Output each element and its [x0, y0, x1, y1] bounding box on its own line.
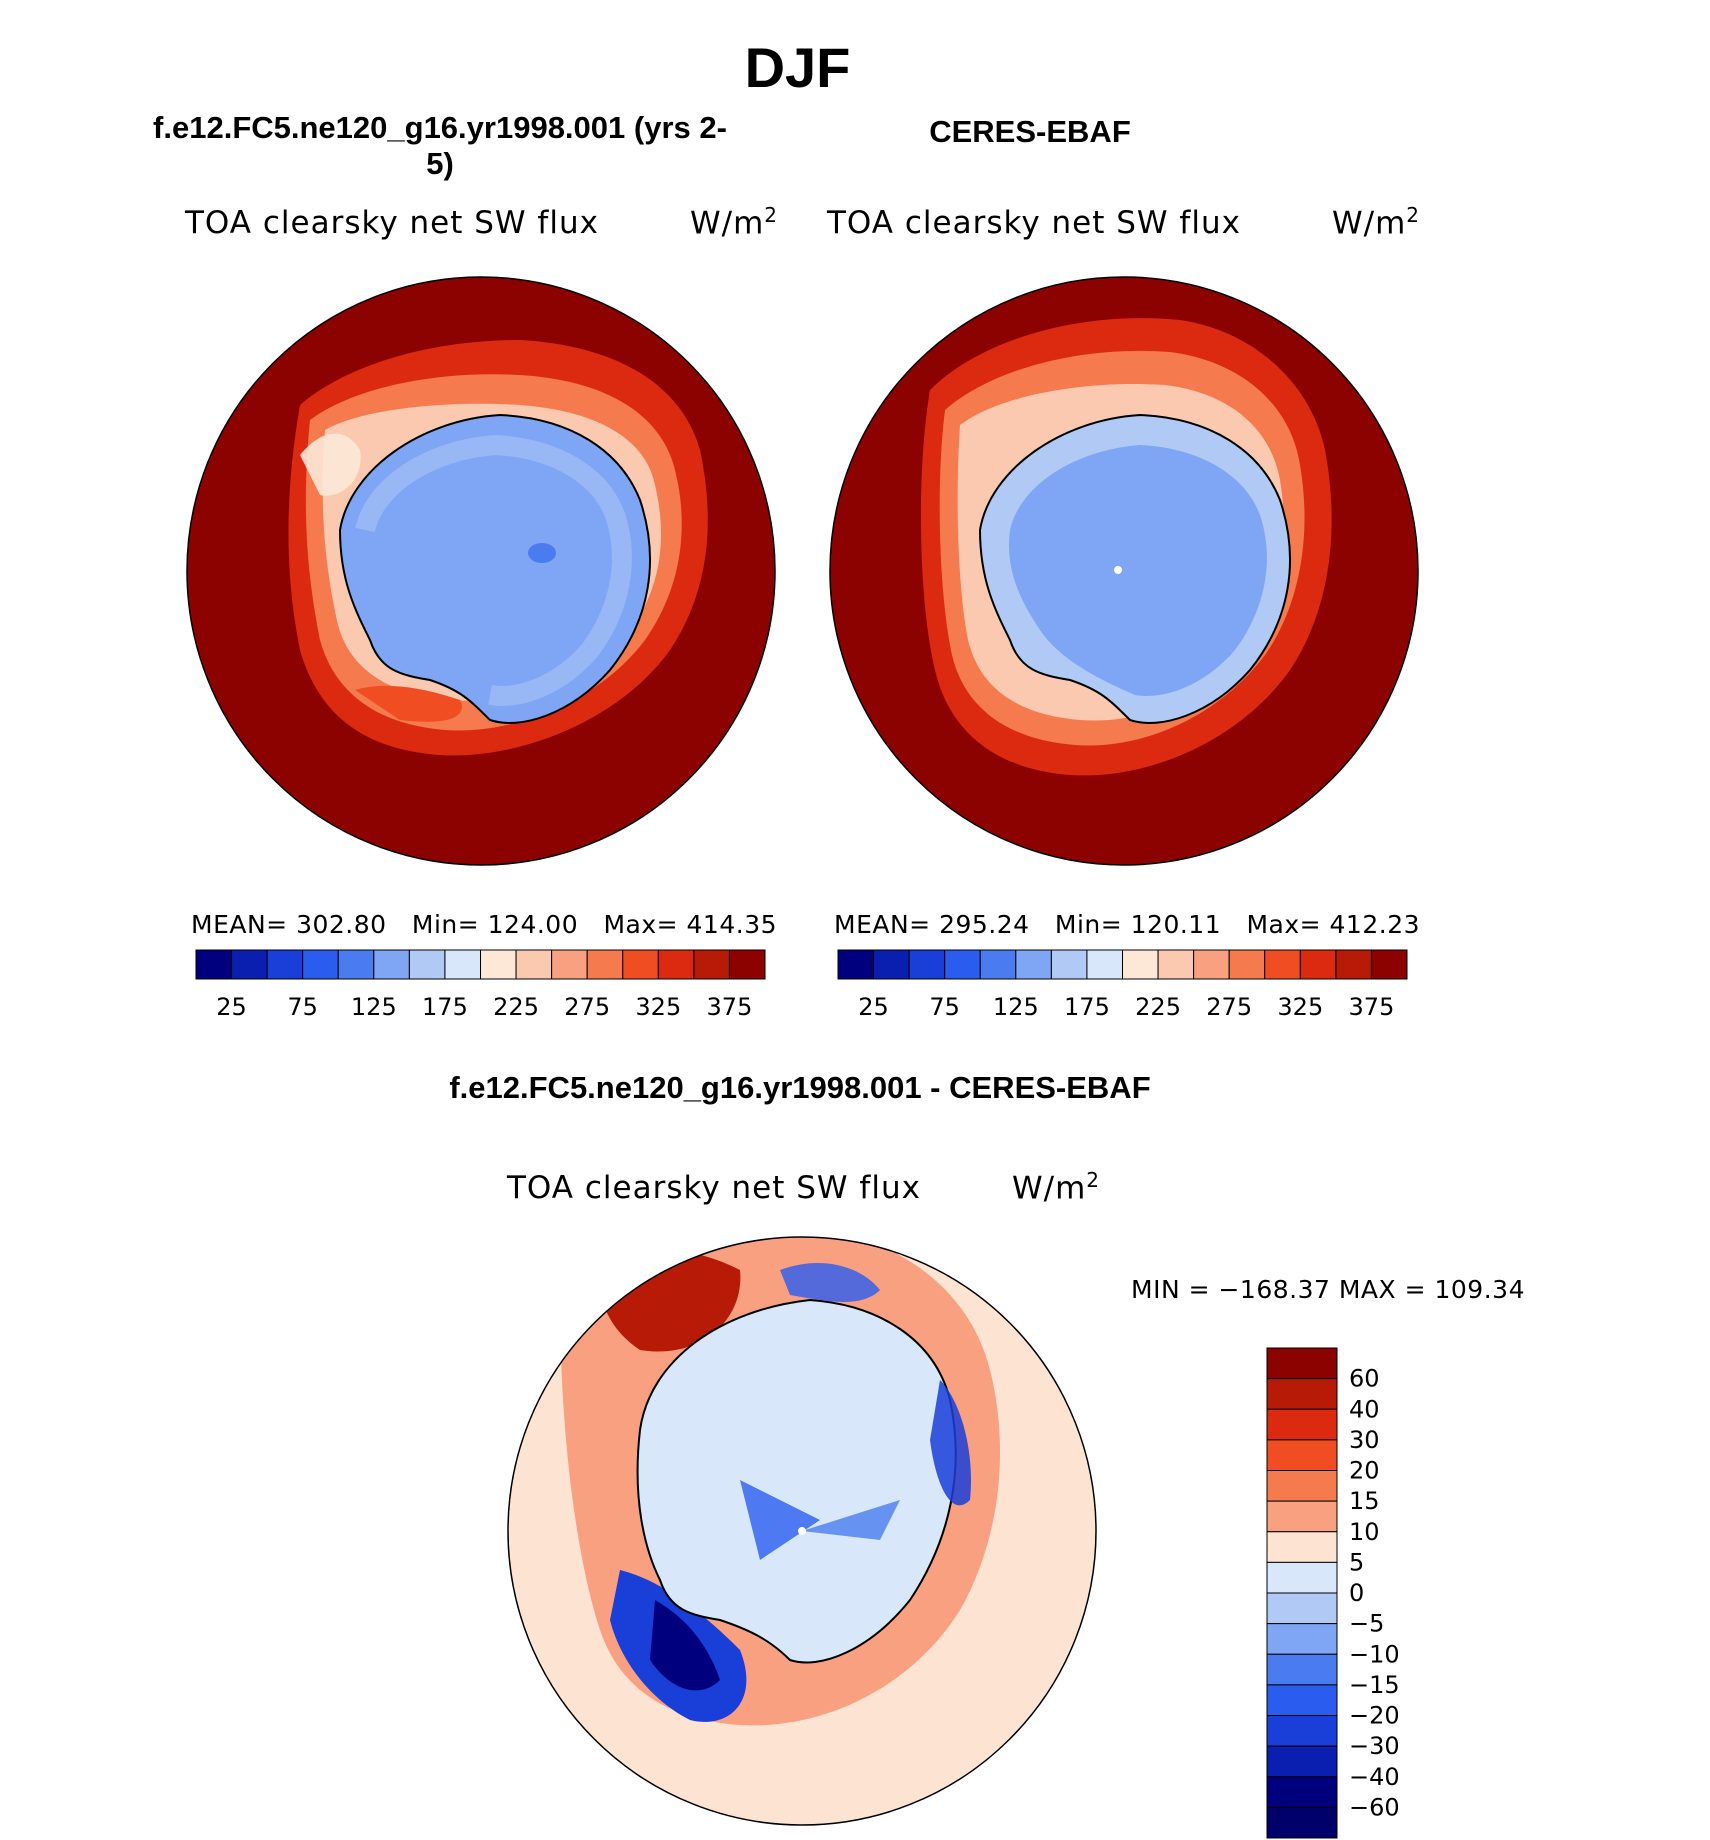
colorbar-swatch [1122, 949, 1159, 980]
colorbar-tick-label: 25 [858, 993, 889, 1021]
colorbar-tick-label: 60 [1349, 1365, 1380, 1393]
panel-2-stats: MEAN= 295.24 Min= 120.11 Max= 412.23 [834, 910, 1421, 939]
colorbar-swatch [1266, 1500, 1338, 1533]
colorbar-swatch [1015, 949, 1052, 980]
colorbar-swatch [1228, 949, 1266, 980]
colorbar-swatch [837, 949, 875, 980]
colorbar-tick-label: 375 [707, 993, 753, 1021]
colorbar-swatch [408, 949, 446, 980]
colorbar-swatch [1266, 1408, 1338, 1441]
colorbar-tick-label: 275 [564, 993, 610, 1021]
panel-1-colorbar: 25 75 125 175 225 275 325 375 [195, 949, 766, 1021]
diff-panel-title: f.e12.FC5.ne120_g16.yr1998.001 - CERES-E… [449, 1070, 1151, 1105]
colorbar-swatch [337, 949, 375, 980]
colorbar-swatch [1266, 1745, 1338, 1778]
colorbar-swatch [302, 949, 339, 980]
colorbar-swatch [979, 949, 1017, 980]
colorbar-tick-label: 30 [1349, 1426, 1380, 1454]
colorbar-swatch [1299, 949, 1337, 980]
colorbar-swatch [908, 949, 946, 980]
colorbar-tick-label: 5 [1349, 1548, 1364, 1576]
colorbar-tick-label: −5 [1349, 1610, 1384, 1638]
diff-minmax: MIN = −168.37 MAX = 109.34 [1131, 1275, 1525, 1304]
colorbar-swatch [1266, 1684, 1338, 1716]
colorbar-tick-label: −10 [1349, 1640, 1400, 1668]
panel-3-map [508, 1237, 1096, 1825]
colorbar-tick-label: 125 [351, 993, 397, 1021]
diff-units: W/m2 [1012, 1168, 1101, 1207]
panel-2-units: W/m2 [1332, 203, 1421, 242]
colorbar-tick-label: 15 [1349, 1487, 1380, 1515]
colorbar-tick-label: −20 [1349, 1702, 1400, 1730]
colorbar-swatch [873, 949, 910, 980]
colorbar-swatch [266, 949, 304, 980]
colorbar-tick-label: 325 [1277, 993, 1323, 1021]
colorbar-swatch [1266, 1347, 1338, 1380]
main-title: DJF [744, 36, 851, 99]
colorbar-swatch [693, 949, 730, 980]
colorbar-tick-label: 40 [1349, 1395, 1380, 1423]
colorbar-swatch [657, 949, 695, 980]
colorbar-swatch [1335, 949, 1372, 980]
colorbar-tick-label: 175 [422, 993, 468, 1021]
colorbar-tick-label: 225 [1135, 993, 1181, 1021]
colorbar-swatch [1266, 1776, 1338, 1808]
colorbar-tick-label: 175 [1064, 993, 1110, 1021]
colorbar-tick-label: 20 [1349, 1457, 1380, 1485]
colorbar-swatch [1266, 1592, 1338, 1625]
colorbar-tick-label: −60 [1349, 1793, 1400, 1821]
colorbar-tick-label: 325 [635, 993, 681, 1021]
colorbar-swatch [1266, 1715, 1338, 1747]
colorbar-swatch [1264, 949, 1301, 980]
colorbar-swatch [1266, 1806, 1338, 1839]
colorbar-swatch [586, 949, 624, 980]
colorbar-tick-label: −40 [1349, 1763, 1400, 1791]
colorbar-tick-label: 275 [1206, 993, 1252, 1021]
panel-1-variable-label: TOA clearsky net SW flux [185, 205, 599, 241]
colorbar-swatch [1266, 1470, 1338, 1502]
colorbar-swatch [515, 949, 553, 980]
colorbar-tick-label: 225 [493, 993, 539, 1021]
panel-2-case-title: CERES-EBAF [929, 114, 1131, 149]
colorbar-swatch [1266, 1378, 1338, 1410]
colorbar-swatch [195, 949, 233, 980]
colorbar-swatch [480, 949, 517, 980]
colorbar-tick-label: 375 [1349, 993, 1395, 1021]
colorbar-swatch [1157, 949, 1195, 980]
colorbar-swatch [728, 949, 766, 980]
panel-1-units: W/m2 [690, 203, 779, 242]
colorbar-tick-label: 10 [1349, 1518, 1380, 1546]
colorbar-tick-label: −15 [1349, 1671, 1400, 1699]
colorbar-swatch [551, 949, 588, 980]
colorbar-tick-label: 0 [1349, 1579, 1364, 1607]
colorbar-tick-label: 125 [993, 993, 1039, 1021]
panel-2-variable-label: TOA clearsky net SW flux [827, 205, 1241, 241]
panel-2-map [830, 277, 1418, 865]
colorbar-swatch [622, 949, 659, 980]
colorbar-tick-label: 75 [287, 993, 318, 1021]
colorbar-swatch [231, 949, 268, 980]
diff-variable-label: TOA clearsky net SW flux [507, 1170, 921, 1206]
colorbar-swatch [1266, 1561, 1338, 1594]
colorbar-swatch [373, 949, 410, 980]
colorbar-swatch [1193, 949, 1230, 980]
colorbar-swatch [1050, 949, 1088, 980]
colorbar-swatch [444, 949, 481, 980]
colorbar-swatch [1266, 1531, 1338, 1563]
colorbar-tick-label: 75 [929, 993, 960, 1021]
colorbar-tick-label: 25 [216, 993, 247, 1021]
colorbar-swatch [1086, 949, 1123, 980]
colorbar-tick-label: −30 [1349, 1732, 1400, 1760]
colorbar-swatch [1266, 1623, 1338, 1655]
panel-1-map [187, 277, 775, 865]
panel-1-stats: MEAN= 302.80 Min= 124.00 Max= 414.35 [191, 910, 778, 939]
colorbar-swatch [1370, 949, 1408, 980]
colorbar-swatch [944, 949, 981, 980]
panel-1-case-title: f.e12.FC5.ne120_g16.yr1998.001 (yrs 2-5) [153, 110, 727, 181]
colorbar-swatch [1266, 1439, 1338, 1471]
colorbar-swatch [1266, 1653, 1338, 1686]
panel-2-colorbar: 25 75 125 175 225 275 325 375 [837, 949, 1408, 1021]
